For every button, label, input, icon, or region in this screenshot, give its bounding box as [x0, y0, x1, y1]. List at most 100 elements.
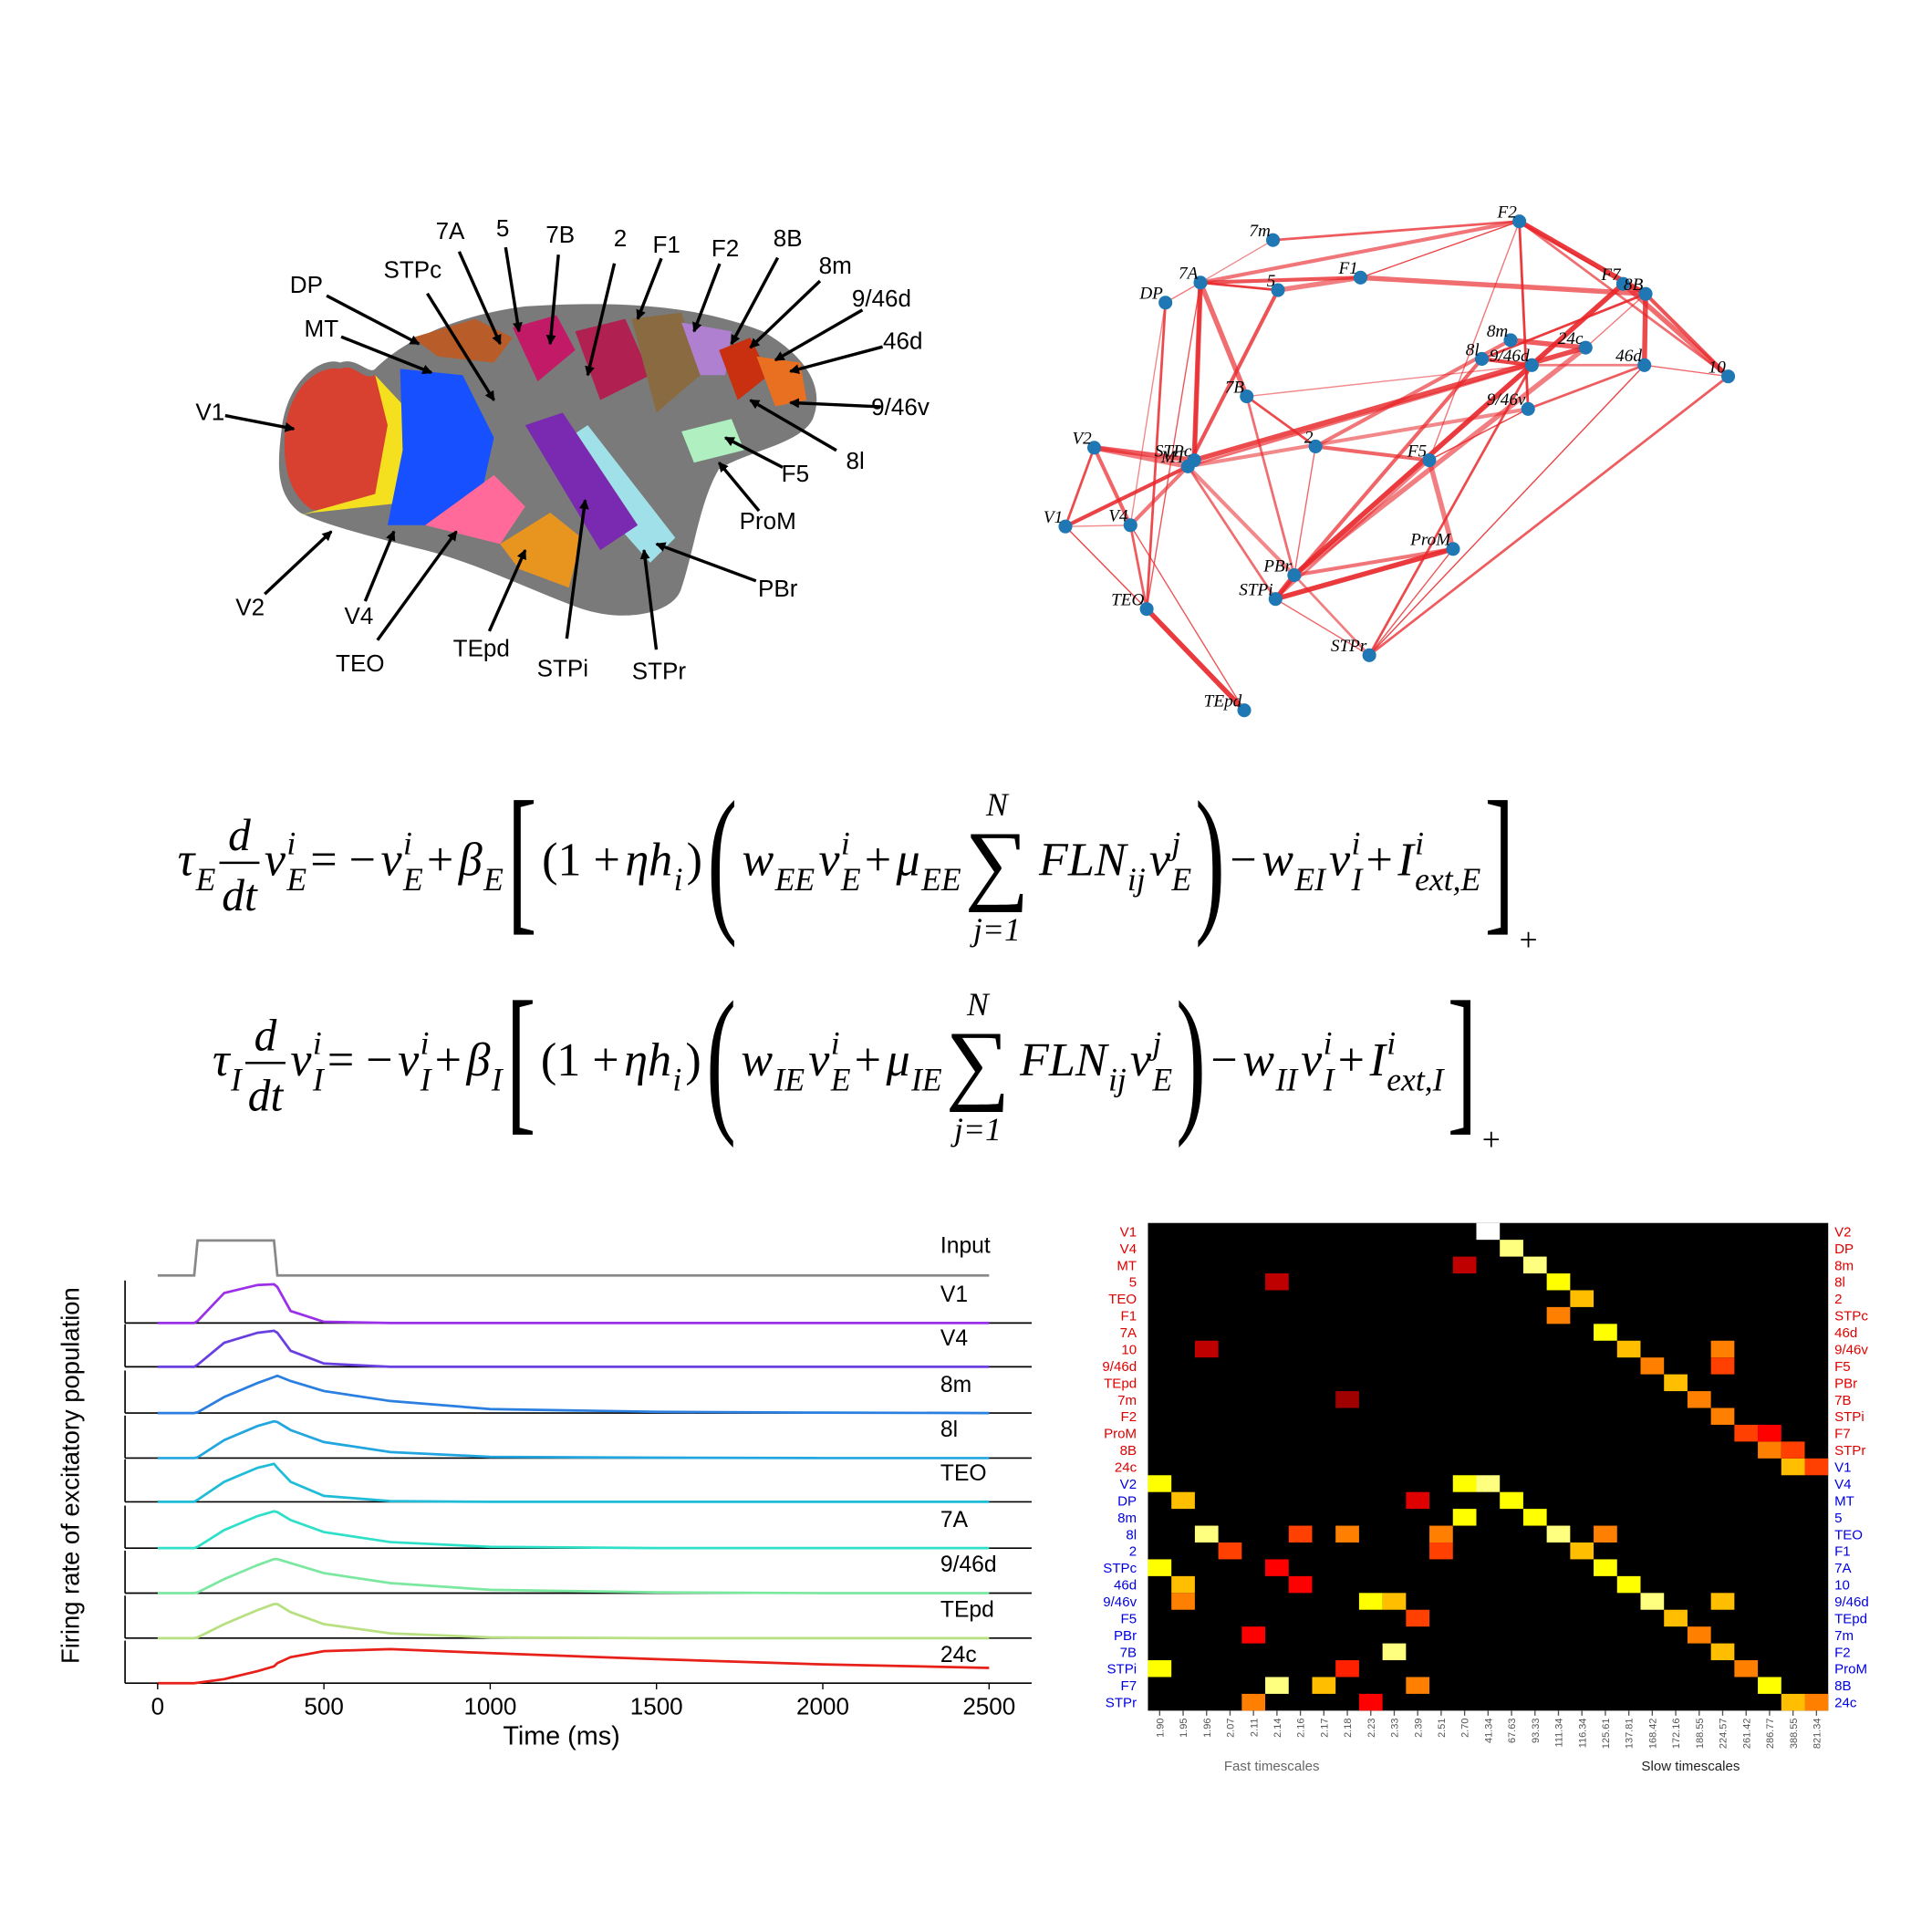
row-label: F1 — [1121, 1309, 1137, 1324]
eq-term: ν — [381, 835, 403, 887]
column-label: 1.90 — [1155, 1719, 1166, 1738]
edge — [1129, 302, 1167, 525]
node — [1503, 333, 1518, 348]
brain — [278, 304, 817, 616]
row-label: TEO — [1108, 1292, 1137, 1307]
eq-subscript: E — [830, 1061, 851, 1097]
heatmap-cell — [1687, 1391, 1711, 1408]
brain-label: F1 — [652, 231, 680, 258]
eq-bracket: [ — [506, 970, 536, 1149]
node-label: ProM — [1409, 531, 1451, 550]
row-label: 7m — [1117, 1393, 1137, 1408]
heatmap-cell — [1710, 1340, 1735, 1358]
group-label: Slow timescales — [1641, 1759, 1740, 1774]
column-label: 93.33 — [1531, 1719, 1542, 1743]
line-chart: Input V1 V4 8m 8l TEO 7A 9/46d TEpd 24c 0 500 1000 15… — [56, 1234, 1032, 1750]
eq-term: ν — [398, 1034, 420, 1086]
series-line — [157, 1329, 990, 1368]
row-label: MT — [1117, 1258, 1137, 1273]
row-label: V4 — [1120, 1241, 1137, 1257]
edge — [1200, 219, 1520, 285]
edge — [1245, 395, 1316, 448]
heatmap-cell — [1265, 1559, 1289, 1576]
eq-sum-upper: N — [966, 986, 991, 1023]
brain-label: V1 — [195, 399, 224, 426]
heatmap-cell — [1382, 1643, 1407, 1661]
column-label: 188.55 — [1695, 1719, 1706, 1750]
brain-label: 8B — [774, 224, 803, 252]
eq-subscript: I — [230, 1061, 244, 1097]
node — [1524, 358, 1539, 372]
brain-arrow — [692, 263, 722, 333]
brain-arrow — [639, 548, 659, 650]
brain-label: STPc — [384, 255, 442, 283]
edge — [1200, 275, 1361, 285]
series-line — [157, 1647, 990, 1685]
row-label: V2 — [1120, 1477, 1137, 1492]
edge — [1360, 220, 1520, 278]
node — [1521, 401, 1535, 416]
heatmap-cell — [1406, 1491, 1430, 1510]
edge — [1128, 464, 1189, 527]
area-tepd — [500, 513, 582, 588]
edge — [1293, 345, 1587, 577]
brain-label: F2 — [712, 234, 739, 262]
heatmap-cell — [1781, 1458, 1805, 1476]
eq-term: τ — [178, 835, 197, 887]
heatmap-cell — [1594, 1559, 1617, 1576]
node-label: 10 — [1709, 358, 1727, 378]
row-label: 24c — [1115, 1460, 1137, 1476]
node-label: 8m — [1487, 322, 1509, 341]
edge — [1064, 447, 1096, 527]
eq-subscript: I — [420, 1061, 433, 1097]
brain-arrow — [545, 254, 560, 346]
heatmap-cell — [1734, 1660, 1759, 1678]
series-line — [157, 1462, 990, 1503]
eq-superscript: i — [286, 825, 296, 861]
node — [1268, 592, 1283, 607]
column-label: 137.81 — [1625, 1719, 1636, 1750]
eq-denominator: dt — [222, 870, 258, 920]
eq-term: ) — [687, 835, 702, 887]
eq-term: I — [1397, 835, 1416, 887]
eq-term: ηh — [625, 835, 672, 887]
heatmap-cell — [1452, 1256, 1477, 1274]
row-label: 7A — [1120, 1325, 1137, 1341]
row-label: F7 — [1834, 1427, 1851, 1442]
heatmap-cell — [1171, 1575, 1195, 1594]
eq-bracket: ] — [1484, 769, 1514, 949]
node-label: 2 — [1304, 428, 1314, 447]
eq-term: + — [435, 1034, 462, 1086]
eq-subscript: E — [1170, 861, 1191, 898]
eq-term: τ — [213, 1034, 232, 1086]
brain-arrow — [789, 345, 884, 374]
node-label: 24c — [1558, 329, 1584, 348]
eq-subscript: E — [195, 861, 216, 898]
eq-subscript: E — [286, 861, 306, 898]
row-label: 9/46v — [1834, 1342, 1868, 1357]
brain-label: TEpd — [453, 635, 510, 662]
eq-term: (1 + — [541, 1034, 619, 1086]
eq-term: ηh — [624, 1034, 671, 1086]
brain-arrow — [723, 436, 784, 469]
edge — [1187, 465, 1277, 600]
eq-superscript: i — [1387, 1025, 1396, 1062]
heatmap-cell — [1335, 1391, 1359, 1408]
brain-labels: V1 V2 V4 TEO TEpd STPi STPr PBr ProM F5 8l9/46v 46d… — [195, 214, 929, 684]
edge — [1094, 445, 1195, 463]
x-tick-label: 0 — [151, 1692, 164, 1719]
row-label: ProM — [1104, 1427, 1137, 1442]
column-label: 2.16 — [1296, 1719, 1307, 1738]
brain-arrow — [730, 256, 780, 346]
brain-arrow — [774, 308, 864, 362]
brain-label: 46d — [883, 327, 922, 354]
column-label: 168.42 — [1647, 1719, 1658, 1750]
row-label: F2 — [1834, 1645, 1851, 1660]
row-label: V1 — [1120, 1224, 1137, 1240]
node — [1139, 602, 1154, 617]
area-v4 — [387, 369, 494, 525]
series-label: V4 — [940, 1326, 968, 1351]
heatmap-cell — [1335, 1525, 1359, 1542]
